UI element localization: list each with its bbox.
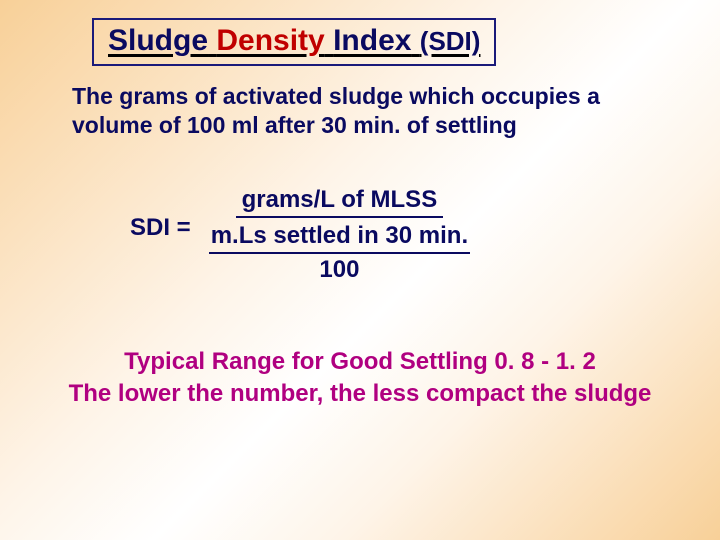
formula-denominator-bottom: 100 bbox=[209, 254, 470, 284]
formula: SDI = grams/L of MLSS m.Ls settled in 30… bbox=[130, 186, 470, 284]
footer-block: Typical Range for Good Settling 0. 8 - 1… bbox=[20, 346, 700, 411]
formula-lhs: SDI = bbox=[130, 214, 191, 242]
formula-numerator: grams/L of MLSS bbox=[236, 186, 444, 218]
title-suffix: (SDI) bbox=[420, 26, 481, 56]
formula-denominator-top: m.Ls settled in 30 min. bbox=[209, 222, 470, 254]
formula-rhs: grams/L of MLSS m.Ls settled in 30 min. … bbox=[209, 186, 470, 284]
title-word-index: Index bbox=[333, 24, 411, 57]
footer-line-1: Typical Range for Good Settling 0. 8 - 1… bbox=[20, 346, 700, 378]
definition-text: The grams of activated sludge which occu… bbox=[72, 82, 660, 140]
title-word-sludge: Sludge bbox=[108, 24, 208, 57]
footer-line-2: The lower the number, the less compact t… bbox=[20, 378, 700, 410]
formula-denominator: m.Ls settled in 30 min. 100 bbox=[209, 218, 470, 284]
title-text: Sludge Density Index (SDI) bbox=[108, 24, 480, 57]
title-box: Sludge Density Index (SDI) bbox=[92, 18, 496, 66]
title-word-density: Density bbox=[216, 24, 324, 57]
